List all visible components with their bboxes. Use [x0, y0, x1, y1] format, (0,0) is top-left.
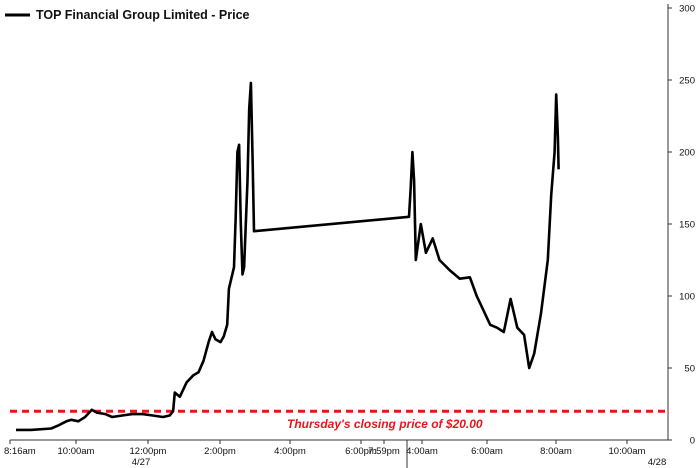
legend: TOP Financial Group Limited - Price [5, 8, 250, 22]
y-tick-label: 50 [684, 364, 695, 375]
x-tick-label: 10:00am [58, 446, 95, 457]
y-tick-label: 150 [679, 220, 695, 231]
x-tick-label: 7:59pm [368, 446, 400, 457]
x-tick-label: 10:00am [609, 446, 646, 457]
axes [10, 4, 669, 468]
y-tick-label: 300 [679, 4, 695, 15]
x-tick-label: 6:00am [471, 446, 503, 457]
reference-line-label: Thursday's closing price of $20.00 [287, 417, 483, 431]
date-label: 4/27 [132, 457, 151, 468]
x-tick-label: 4:00pm [274, 446, 306, 457]
y-tick-label: 0 [690, 436, 695, 447]
date-label: 4/28 [648, 457, 667, 468]
x-tick-label: 4:00am [406, 446, 438, 457]
legend-label: TOP Financial Group Limited - Price [36, 8, 250, 22]
x-tick-label: 8:16am [4, 446, 36, 457]
y-tick-label: 250 [679, 76, 695, 87]
x-tick-label: 6:00pm [345, 446, 377, 457]
x-tick-label: 12:00pm [130, 446, 167, 457]
series-line [16, 81, 560, 432]
x-axis-ticks: 8:16am 10:00am 12:00pm 2:00pm 4:00pm 6:00pm7:… [4, 440, 666, 468]
x-tick-label: 8:00am [540, 446, 572, 457]
y-tick-label: 100 [679, 292, 695, 303]
y-axis-ticks: 0 50 100 150 200 250 300 [668, 4, 695, 447]
series-group [16, 81, 560, 432]
y-tick-label: 200 [679, 148, 695, 159]
x-tick-label: 2:00pm [204, 446, 236, 457]
